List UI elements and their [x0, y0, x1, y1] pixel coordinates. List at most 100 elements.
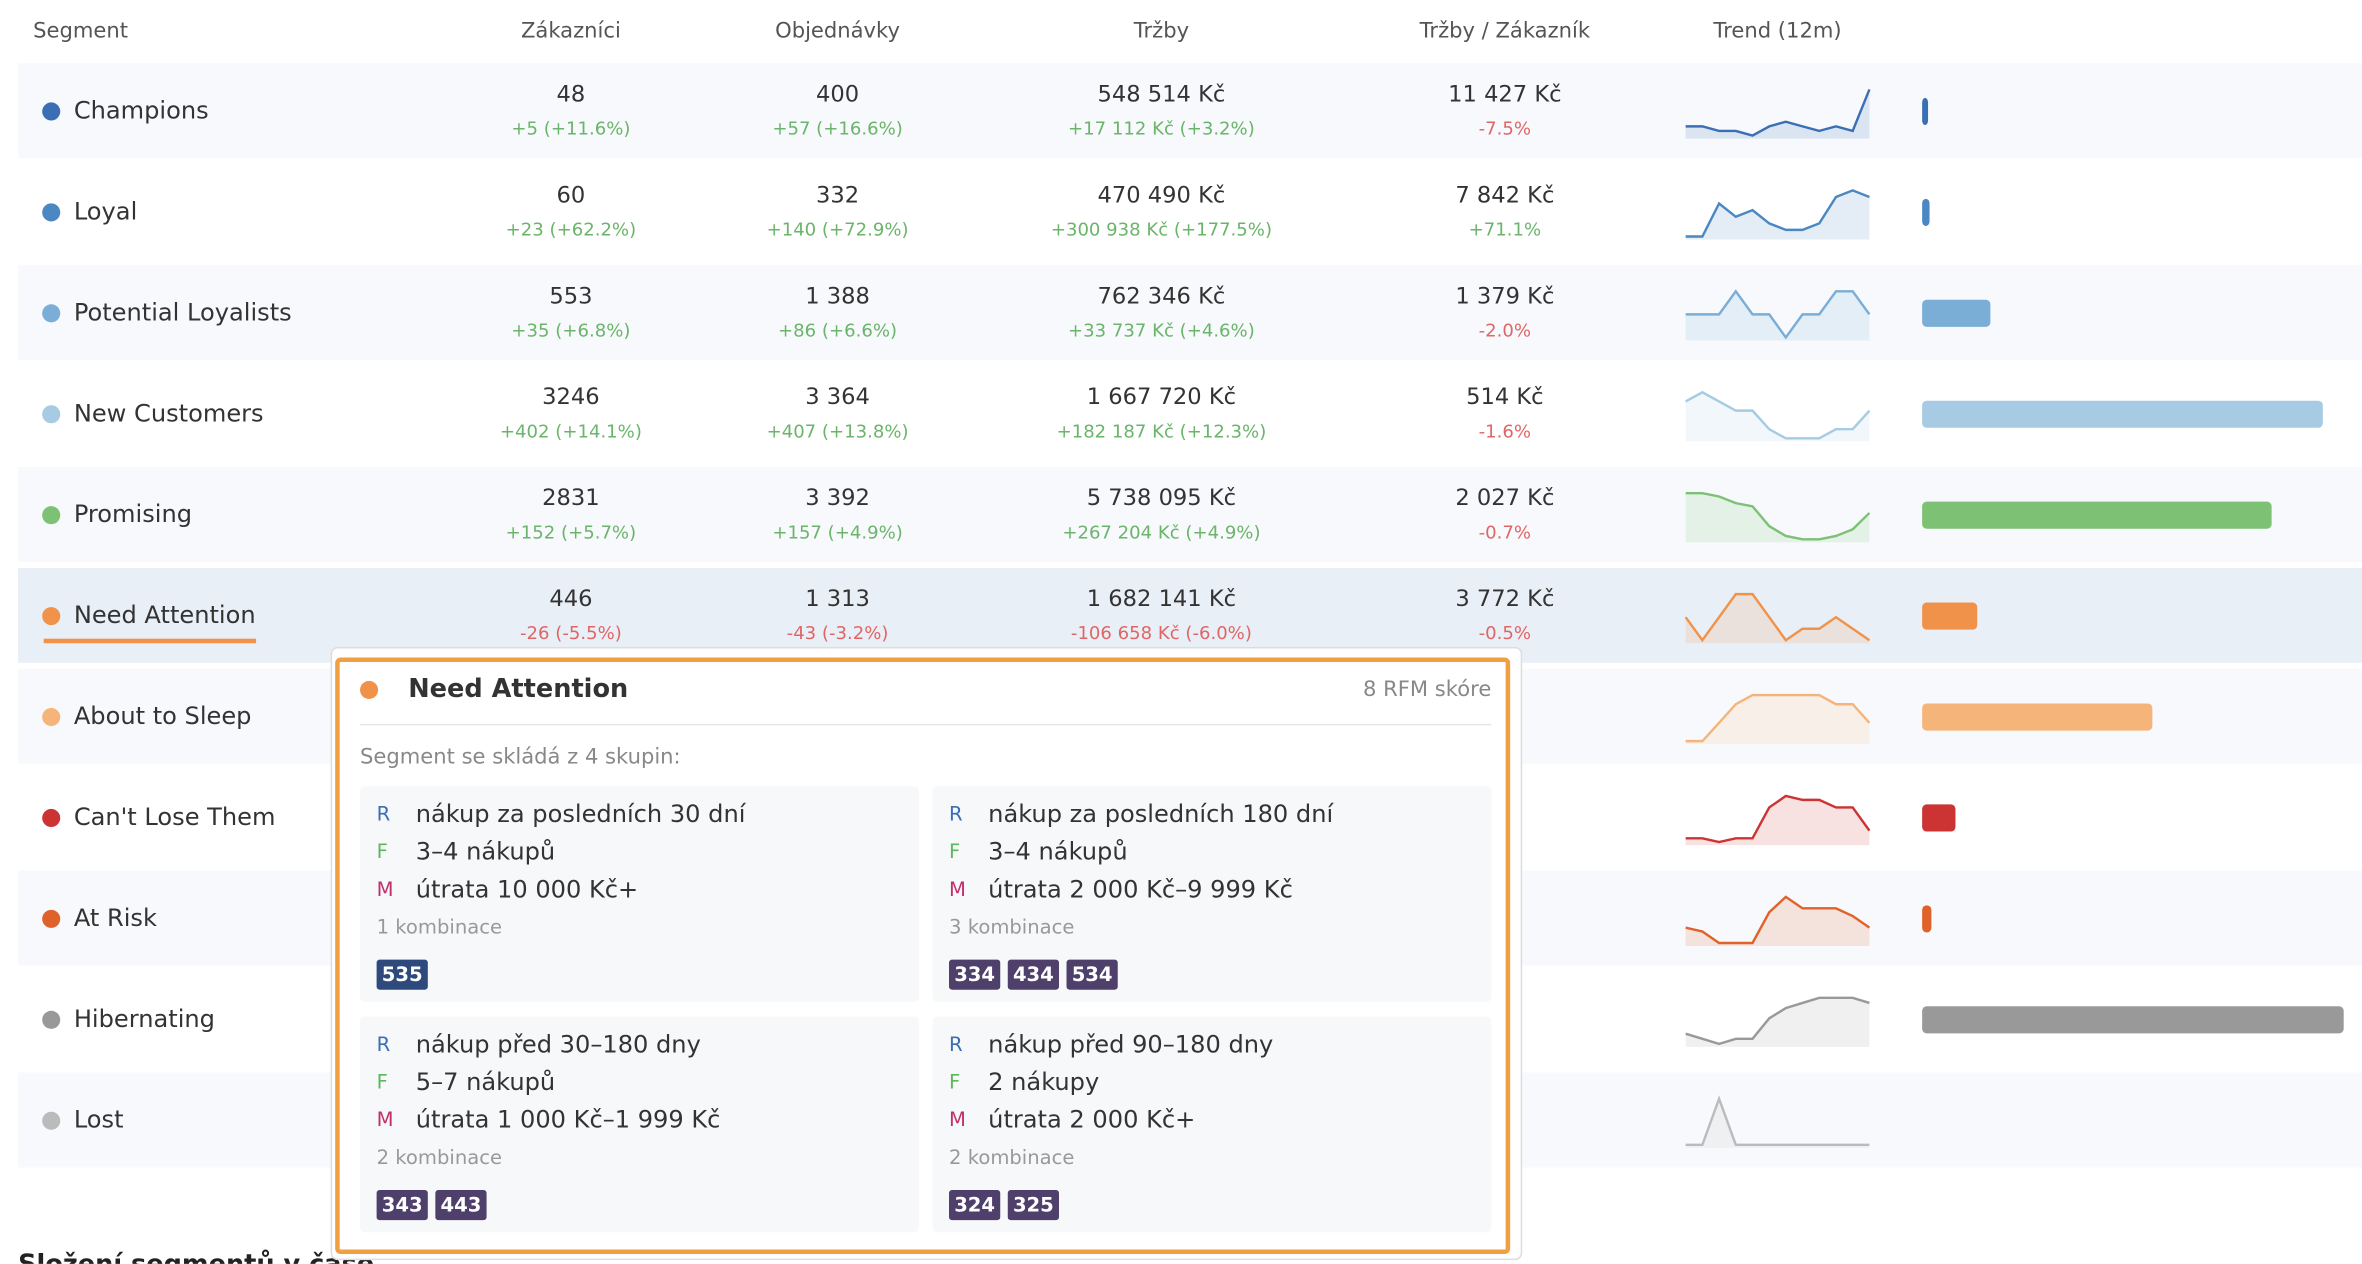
- group-card: [932, 786, 1492, 1002]
- cell-delta: +407 (+13.8%): [767, 421, 909, 442]
- cell-delta: +86 (+6.6%): [778, 320, 897, 341]
- trend-line: [1684, 592, 1871, 643]
- cell-value: 7 842 Kč: [1455, 182, 1554, 208]
- code-text: 343: [382, 1193, 423, 1216]
- segment-dot: [42, 607, 61, 626]
- trend-area: [1685, 291, 1870, 341]
- segment-dot: [42, 102, 61, 121]
- segment-name: Champions: [74, 96, 209, 124]
- cell-value: 60: [557, 182, 586, 208]
- trend-line: [1685, 390, 1871, 440]
- cell-value: 3246: [542, 384, 599, 410]
- segment-dot: [42, 1010, 61, 1029]
- customer-bar: [1922, 97, 1929, 126]
- cell-value: 3 364: [805, 384, 870, 410]
- customer-bar: [1922, 602, 1978, 630]
- column-header: Zákazníci: [521, 18, 621, 43]
- cell-delta: +71.1%: [1469, 219, 1542, 240]
- segment-name: Promising: [74, 500, 192, 528]
- cell-value: 553: [549, 283, 592, 309]
- trend-area: [1685, 392, 1870, 442]
- segment-name: New Customers: [74, 399, 264, 427]
- cell-value: 446: [549, 586, 592, 612]
- code-text: 325: [1013, 1193, 1054, 1216]
- cell-delta: +182 187 Kč (+12.3%): [1057, 421, 1267, 442]
- trend-line: [1685, 693, 1871, 743]
- row-bg[interactable]: [18, 63, 2362, 159]
- rfm-text: 5–7 nákupů: [416, 1068, 555, 1096]
- code-badge: [949, 959, 1001, 990]
- cell-delta: +35 (+6.8%): [511, 320, 630, 341]
- rfm-key: R: [377, 1033, 391, 1056]
- segment-name: Can't Lose Them: [74, 803, 276, 831]
- combo-count: 3 kombinace: [949, 915, 1074, 938]
- combo-count: 2 kombinace: [377, 1146, 502, 1169]
- cell-value: 2831: [542, 485, 599, 511]
- segment-dot: [42, 506, 61, 525]
- code-text: 535: [382, 963, 423, 986]
- popup-title: Need Attention: [408, 674, 628, 704]
- cell-delta: +57 (+16.6%): [772, 119, 902, 140]
- cell-delta: +33 737 Kč (+4.6%): [1068, 320, 1255, 341]
- rfm-key: R: [949, 802, 963, 825]
- segment-name: About to Sleep: [74, 702, 252, 730]
- code-badge: [376, 959, 428, 990]
- segment-name: Loyal: [74, 197, 137, 225]
- column-header: Tržby: [1133, 18, 1189, 43]
- rfm-text: 2 nákupy: [988, 1068, 1099, 1096]
- row-bg[interactable]: [18, 164, 2362, 260]
- trend-line: [1685, 491, 1871, 541]
- rfm-text: útrata 1 000 Kč–1 999 Kč: [416, 1106, 721, 1134]
- trend-area: [1685, 594, 1870, 644]
- code-badge: [1066, 959, 1118, 990]
- trend-line: [1685, 1095, 1870, 1147]
- cell-delta: +5 (+11.6%): [511, 119, 630, 140]
- cell-delta: -7.5%: [1479, 119, 1531, 140]
- trend-area: [1685, 997, 1870, 1047]
- customer-bar: [1922, 1006, 2344, 1034]
- code-badge: [949, 1190, 1001, 1221]
- customer-bar: [1922, 501, 2272, 529]
- segment-name: Hibernating: [74, 1005, 215, 1033]
- cell-delta: +23 (+62.2%): [506, 219, 636, 240]
- cell-value: 762 346 Kč: [1098, 283, 1226, 309]
- customer-bar: [1922, 804, 1956, 832]
- cell-value: 548 514 Kč: [1098, 81, 1226, 107]
- rfm-text: nákup za posledních 180 dní: [988, 800, 1334, 828]
- rfm-text: nákup před 90–180 dny: [988, 1030, 1273, 1058]
- segment-dot: [42, 405, 61, 424]
- combo-count: 1 kombinace: [377, 915, 502, 938]
- rfm-text: 3–4 nákupů: [988, 838, 1127, 866]
- column-header: Trend (12m): [1712, 18, 1841, 43]
- code-badge: [1007, 1190, 1059, 1221]
- cell-value: 1 313: [805, 586, 870, 612]
- cell-delta: +17 112 Kč (+3.2%): [1068, 119, 1255, 140]
- trend-area: [1685, 695, 1870, 745]
- segment-dot: [42, 808, 61, 828]
- code-text: 324: [954, 1193, 995, 1216]
- popup-score: 8 RFM skóre: [1363, 676, 1491, 701]
- customer-bar: [1922, 400, 2323, 428]
- row-bg[interactable]: [18, 265, 2362, 361]
- cell-delta: -26 (-5.5%): [520, 623, 622, 644]
- cell-delta: +157 (+4.9%): [772, 522, 902, 543]
- segment-dot: [42, 909, 61, 928]
- trend-area: [1685, 190, 1870, 240]
- customer-bar: [1922, 198, 1930, 226]
- trend-line: [1685, 189, 1870, 238]
- column-header: Objednávky: [775, 18, 900, 43]
- rfm-key: F: [949, 1071, 960, 1094]
- segment-dot: [42, 203, 61, 222]
- customer-bar: [1922, 299, 1991, 327]
- trend-line: [1685, 289, 1871, 340]
- code-badge: [435, 1190, 487, 1221]
- segment-dot: [42, 707, 61, 727]
- segment-dot: [42, 304, 61, 323]
- cell-delta: -106 658 Kč (-6.0%): [1071, 623, 1252, 644]
- code-badge: [376, 1190, 428, 1221]
- cell-value: 400: [816, 81, 859, 107]
- rfm-key: R: [377, 802, 391, 825]
- group-card: [932, 1016, 1492, 1233]
